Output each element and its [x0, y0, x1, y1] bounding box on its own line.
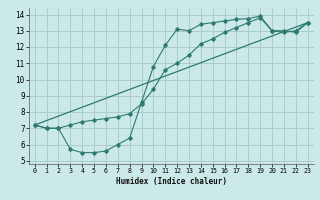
- X-axis label: Humidex (Indice chaleur): Humidex (Indice chaleur): [116, 177, 227, 186]
